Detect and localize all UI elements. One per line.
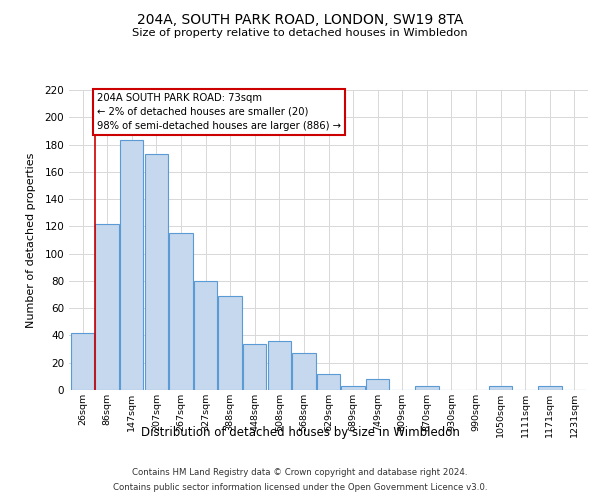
Bar <box>95 224 119 390</box>
Bar <box>145 154 168 390</box>
Text: Distribution of detached houses by size in Wimbledon: Distribution of detached houses by size … <box>140 426 460 439</box>
Bar <box>120 140 143 390</box>
Bar <box>292 353 316 390</box>
Bar <box>243 344 266 390</box>
Text: Contains public sector information licensed under the Open Government Licence v3: Contains public sector information licen… <box>113 483 487 492</box>
Bar <box>71 332 94 390</box>
Bar <box>538 386 562 390</box>
Bar <box>341 386 365 390</box>
Bar <box>218 296 242 390</box>
Bar <box>489 386 512 390</box>
Y-axis label: Number of detached properties: Number of detached properties <box>26 152 36 328</box>
Bar <box>317 374 340 390</box>
Bar <box>194 281 217 390</box>
Bar <box>169 233 193 390</box>
Text: Contains HM Land Registry data © Crown copyright and database right 2024.: Contains HM Land Registry data © Crown c… <box>132 468 468 477</box>
Bar <box>415 386 439 390</box>
Bar <box>268 341 291 390</box>
Bar <box>366 379 389 390</box>
Text: 204A, SOUTH PARK ROAD, LONDON, SW19 8TA: 204A, SOUTH PARK ROAD, LONDON, SW19 8TA <box>137 12 463 26</box>
Text: Size of property relative to detached houses in Wimbledon: Size of property relative to detached ho… <box>132 28 468 38</box>
Text: 204A SOUTH PARK ROAD: 73sqm
← 2% of detached houses are smaller (20)
98% of semi: 204A SOUTH PARK ROAD: 73sqm ← 2% of deta… <box>97 92 341 130</box>
